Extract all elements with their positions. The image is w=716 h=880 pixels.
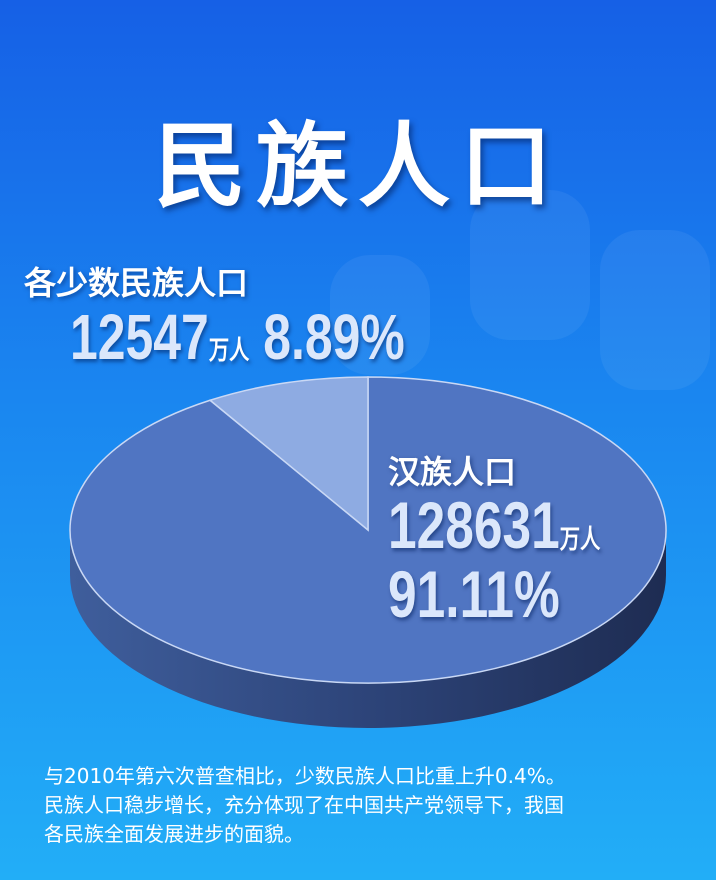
han-label: 汉族人口 [388,453,517,491]
han-unit: 万人 [559,525,601,555]
han-percent: 91.11% [388,557,560,631]
footnote-line: 民族人口稳步增长，充分体现了在中国共产党领导下，我国 [44,793,564,817]
minority-value-line: 12547万人 8.89% [70,300,405,374]
minority-percent: 8.89% [263,301,405,373]
footnote: 与2010年第六次普查相比，少数民族人口比重上升0.4%。 民族人口稳步增长，充… [44,762,684,849]
footnote-line: 各民族全面发展进步的面貌。 [44,822,304,846]
minority-unit: 万人 [208,336,250,366]
page-title: 民族人口 [153,113,562,220]
background-decoration [330,255,430,375]
footnote-line: 与2010年第六次普查相比，少数民族人口比重上升0.4%。 [44,764,566,788]
minority-label: 各少数民族人口 [24,264,249,302]
pie-side [70,530,666,728]
background-decoration [470,190,590,340]
pie-slice-minority [208,376,369,532]
han-value: 128631 [388,488,560,562]
han-value-line: 128631万人 [388,487,600,563]
minority-value: 12547 [70,301,209,373]
background-decoration [600,230,710,390]
